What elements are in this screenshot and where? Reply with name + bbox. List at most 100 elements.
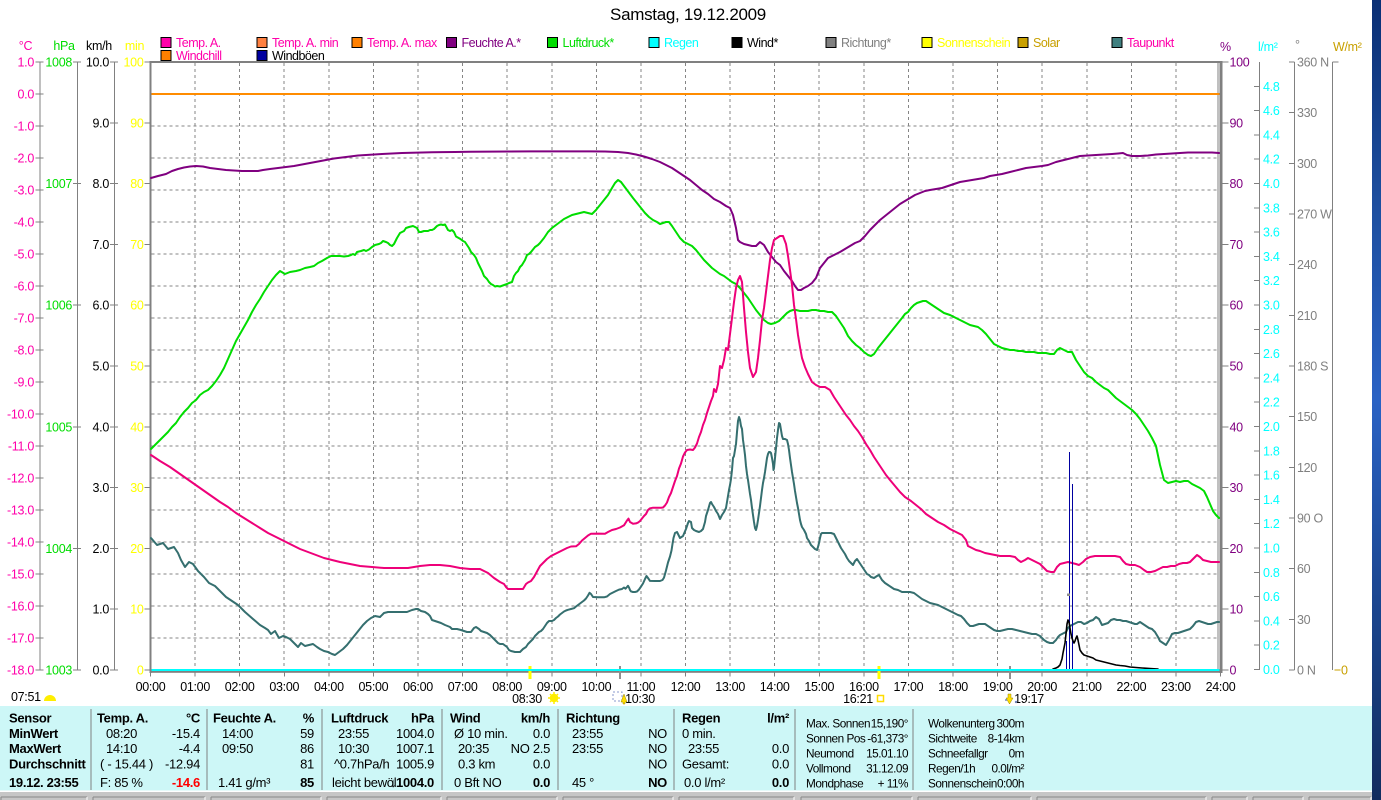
svg-text:0.2: 0.2 — [1263, 639, 1280, 653]
svg-text:km/h: km/h — [86, 39, 112, 53]
svg-text:-2.0: -2.0 — [14, 152, 35, 166]
svg-text:Schneefallgr: Schneefallgr — [928, 747, 988, 761]
svg-text:360 N: 360 N — [1297, 56, 1329, 70]
svg-text:NO 2.5: NO 2.5 — [511, 741, 550, 756]
svg-text:+ 11%: + 11% — [878, 777, 909, 791]
svg-text:20:00: 20:00 — [1027, 680, 1057, 694]
svg-text:0: 0 — [137, 664, 144, 678]
svg-text:04:00: 04:00 — [314, 680, 344, 694]
svg-text:-15.0: -15.0 — [7, 568, 34, 582]
svg-text:Vollmond: Vollmond — [806, 762, 851, 776]
svg-text:4.2: 4.2 — [1263, 153, 1280, 167]
svg-text:4.4: 4.4 — [1263, 128, 1280, 142]
svg-text:0.0 l/m²: 0.0 l/m² — [684, 775, 726, 790]
svg-text:3.0: 3.0 — [93, 481, 110, 495]
svg-text:0.0: 0.0 — [533, 757, 550, 772]
svg-text:1004: 1004 — [45, 542, 72, 556]
svg-text:8-14km: 8-14km — [988, 732, 1025, 746]
svg-text:0: 0 — [1230, 664, 1237, 678]
svg-text:↓1004.0: ↓1004.0 — [390, 775, 434, 790]
svg-text:Richtung*: Richtung* — [841, 36, 891, 50]
svg-text:70: 70 — [130, 238, 144, 252]
svg-text:06:00: 06:00 — [403, 680, 433, 694]
svg-text:12:00: 12:00 — [671, 680, 701, 694]
svg-text:0.6: 0.6 — [1263, 590, 1280, 604]
svg-text:-14.0: -14.0 — [7, 536, 34, 550]
svg-text:0.0: 0.0 — [93, 664, 110, 678]
svg-text:2.2: 2.2 — [1263, 396, 1280, 410]
svg-text:40: 40 — [1230, 420, 1244, 434]
svg-text:10: 10 — [130, 603, 144, 617]
svg-text:0: 0 — [1341, 664, 1348, 678]
svg-text:-10.0: -10.0 — [7, 408, 34, 422]
svg-text:70: 70 — [1230, 238, 1244, 252]
svg-text:07:51: 07:51 — [11, 690, 41, 704]
svg-text:hPa: hPa — [53, 39, 75, 53]
svg-text:Windböen: Windböen — [272, 49, 325, 63]
svg-text:14:00: 14:00 — [222, 726, 253, 741]
svg-text:24:00: 24:00 — [1206, 680, 1236, 694]
svg-text:Regen/1h: Regen/1h — [928, 762, 975, 776]
svg-text:0 Bft NO: 0 Bft NO — [454, 775, 502, 790]
svg-text:-13.0: -13.0 — [7, 504, 34, 518]
svg-text:1.8: 1.8 — [1263, 444, 1280, 458]
svg-text:15.01.10: 15.01.10 — [866, 747, 909, 761]
svg-text:MinWert: MinWert — [9, 726, 59, 741]
svg-text:-7.0: -7.0 — [14, 312, 35, 326]
svg-text:19.12. 23:55: 19.12. 23:55 — [9, 775, 78, 790]
svg-text:2.8: 2.8 — [1263, 323, 1280, 337]
svg-text:50: 50 — [130, 360, 144, 374]
svg-text:15,190°: 15,190° — [871, 717, 909, 731]
svg-text:60: 60 — [1230, 299, 1244, 313]
svg-text:8.0: 8.0 — [93, 177, 110, 191]
svg-text:2.0: 2.0 — [1263, 420, 1280, 434]
svg-text:86: 86 — [300, 741, 314, 756]
svg-text:16:21: 16:21 — [843, 692, 873, 706]
svg-text:2.0: 2.0 — [93, 542, 110, 556]
svg-text:10.0: 10.0 — [86, 56, 109, 70]
svg-text:NO: NO — [648, 726, 667, 741]
svg-text:09:50: 09:50 — [222, 741, 253, 756]
svg-text:-16.0: -16.0 — [7, 600, 34, 614]
svg-text:330: 330 — [1297, 106, 1317, 120]
svg-text:Durchschnitt: Durchschnitt — [9, 757, 87, 772]
svg-text:100: 100 — [1230, 56, 1250, 70]
svg-text:09:00: 09:00 — [537, 680, 567, 694]
svg-text:60: 60 — [130, 299, 144, 313]
svg-text:-12.94: -12.94 — [165, 757, 200, 772]
svg-text:Neumond: Neumond — [806, 747, 854, 761]
svg-text:NO: NO — [648, 741, 667, 756]
svg-text:-15.4: -15.4 — [172, 726, 200, 741]
svg-text:-14.6: -14.6 — [172, 775, 200, 790]
svg-text:210: 210 — [1297, 309, 1317, 323]
svg-text:11:00: 11:00 — [626, 680, 655, 694]
svg-text:31.12.09: 31.12.09 — [866, 762, 908, 776]
svg-text:6.0: 6.0 — [93, 299, 110, 313]
svg-text:08:20: 08:20 — [106, 726, 137, 741]
svg-text:19:00: 19:00 — [983, 680, 1013, 694]
svg-text:0.0: 0.0 — [772, 757, 789, 772]
svg-text:19:17: 19:17 — [1014, 692, 1044, 706]
svg-text:23:55: 23:55 — [572, 741, 603, 756]
svg-text:leicht bewöl: leicht bewöl — [332, 775, 397, 790]
svg-text:0.0: 0.0 — [533, 775, 550, 790]
svg-text:23:55: 23:55 — [572, 726, 603, 741]
svg-text:20: 20 — [130, 542, 144, 556]
svg-text:20: 20 — [1230, 542, 1244, 556]
svg-text:100: 100 — [124, 56, 144, 70]
svg-text:Sensor: Sensor — [9, 711, 52, 726]
svg-text:3.4: 3.4 — [1263, 250, 1280, 264]
svg-text:1005: 1005 — [45, 420, 72, 434]
svg-text:15:00: 15:00 — [804, 680, 834, 694]
svg-text:km/h: km/h — [521, 711, 551, 726]
svg-text:Regen: Regen — [682, 711, 721, 726]
svg-text:NO: NO — [648, 775, 667, 790]
svg-text:%: % — [1220, 40, 1231, 54]
svg-text:0.3 km: 0.3 km — [458, 757, 495, 772]
svg-text:7.0: 7.0 — [93, 238, 110, 252]
svg-text:30: 30 — [1230, 481, 1244, 495]
svg-text:1003: 1003 — [45, 664, 72, 678]
svg-text:3.8: 3.8 — [1263, 201, 1280, 215]
svg-text:0.0: 0.0 — [533, 726, 550, 741]
svg-text:4.0: 4.0 — [93, 420, 110, 434]
